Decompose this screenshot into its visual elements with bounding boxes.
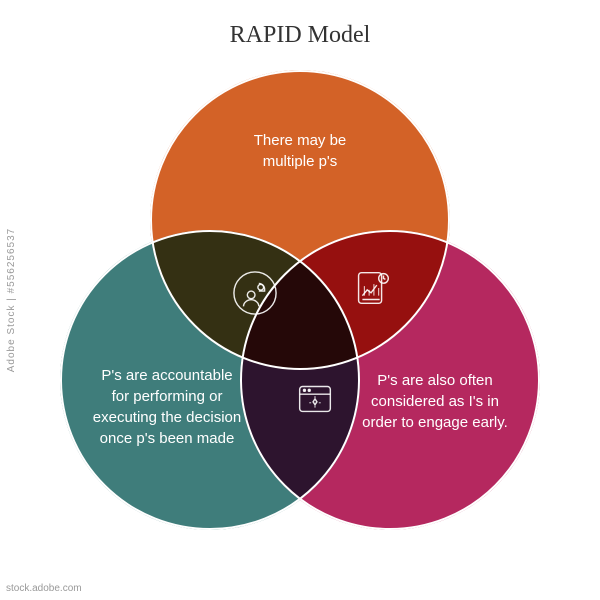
watermark-corner: stock.adobe.com (6, 583, 82, 594)
venn-text-left: P's are accountablefor performing orexec… (77, 365, 257, 449)
venn-text-right: P's are also oftenconsidered as I's inor… (345, 370, 525, 433)
person-icon (232, 270, 278, 316)
venn-text-top: There may bemultiple p's (220, 130, 380, 172)
page-title: RAPID Model (0, 0, 600, 49)
watermark-side: Adobe Stock | #556256537 (6, 228, 17, 372)
chart-icon (349, 265, 395, 311)
window-icon (292, 375, 338, 421)
venn-diagram: There may bemultiple p's P's are accounta… (35, 65, 565, 565)
